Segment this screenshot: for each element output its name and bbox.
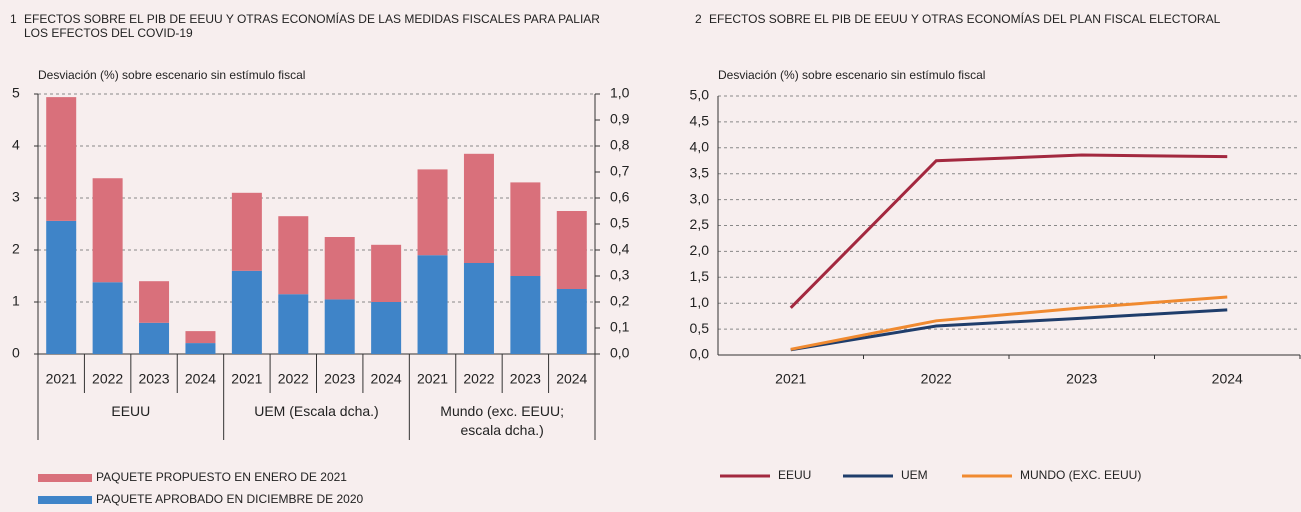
y2-tick-label: 1,0 (610, 85, 630, 101)
bar-segment (463, 263, 494, 354)
y2-tick-label: 0,1 (610, 319, 630, 335)
legend-swatch (38, 496, 92, 504)
y-tick-label: 4,5 (690, 113, 710, 129)
bar-segment (371, 302, 402, 354)
x-tick-label: 2021 (775, 371, 806, 387)
y-tick-label: 0,0 (690, 346, 710, 362)
bar-segment (278, 216, 309, 295)
bar-segment (139, 322, 170, 354)
x-tick-label: 2023 (324, 371, 355, 387)
bar-segment (46, 220, 77, 354)
chart-number: 1 (10, 12, 17, 26)
bar-segment (556, 211, 587, 289)
y2-tick-label: 0,0 (610, 345, 630, 361)
y2-tick-label: 0,7 (610, 163, 630, 179)
bar-segment (92, 282, 123, 354)
y-tick-label: 0 (12, 345, 20, 361)
x-tick-label: 2022 (92, 371, 123, 387)
x-tick-label: 2023 (510, 371, 541, 387)
bar-segment (231, 270, 262, 354)
x-tick-label: 2024 (371, 371, 402, 387)
x-tick-label: 2023 (138, 371, 169, 387)
y-tick-label: 2 (12, 241, 20, 257)
group-label: UEM (Escala dcha.) (254, 403, 379, 419)
bar-segment (92, 178, 123, 283)
x-tick-label: 2021 (417, 371, 448, 387)
bar-segment (139, 281, 170, 323)
x-tick-label: 2022 (278, 371, 309, 387)
group-label: Mundo (exc. EEUU; escala dcha.) (440, 403, 565, 438)
y2-tick-label: 0,6 (610, 189, 630, 205)
bar-segment (417, 255, 448, 354)
legend-label: EEUU (778, 468, 811, 482)
bar-segment (324, 299, 355, 354)
legend-swatch (38, 474, 92, 482)
y-tick-label: 0,5 (690, 320, 710, 336)
y-tick-label: 1,5 (690, 268, 710, 284)
legend-label: PAQUETE APROBADO EN DICIEMBRE DE 2020 (96, 492, 364, 506)
bar-segment (417, 169, 448, 256)
bar-segment (371, 244, 402, 302)
chart-title: EFECTOS SOBRE EL PIB DE EEUU Y OTRAS ECO… (709, 12, 1221, 26)
bar-segment (556, 289, 587, 354)
y2-tick-label: 0,2 (610, 293, 630, 309)
y2-tick-label: 0,5 (610, 215, 630, 231)
y-tick-label: 2,0 (690, 242, 710, 258)
legend-label: PAQUETE PROPUESTO EN ENERO DE 2021 (96, 470, 347, 484)
y2-tick-label: 0,9 (610, 111, 630, 127)
x-tick-label: 2024 (556, 371, 587, 387)
y-tick-label: 1 (12, 293, 20, 309)
y-tick-label: 5,0 (690, 87, 710, 103)
x-tick-label: 2022 (463, 371, 494, 387)
bar-segment (278, 294, 309, 354)
y-tick-label: 3,0 (690, 190, 710, 206)
bar-segment (510, 182, 541, 276)
y2-tick-label: 0,3 (610, 267, 630, 283)
y-tick-label: 3 (12, 189, 20, 205)
y-tick-label: 4,0 (690, 139, 710, 155)
bar-segment (46, 97, 77, 221)
bar-segment (231, 192, 262, 271)
x-tick-label: 2021 (231, 371, 262, 387)
x-tick-label: 2023 (1066, 371, 1097, 387)
x-tick-label: 2021 (46, 371, 77, 387)
y-tick-label: 2,5 (690, 216, 710, 232)
y-tick-label: 4 (12, 137, 20, 153)
group-label: EEUU (111, 403, 151, 419)
y2-tick-label: 0,4 (610, 241, 630, 257)
bar-segment (324, 237, 355, 300)
y-tick-label: 3,5 (690, 164, 710, 180)
bar-segment (463, 153, 494, 263)
legend-label: UEM (901, 468, 928, 482)
legend-label: MUNDO (EXC. EEUU) (1020, 468, 1141, 482)
y-tick-label: 5 (12, 85, 20, 101)
y-axis-label: Desviación (%) sobre escenario sin estím… (38, 68, 305, 82)
bar-segment (510, 276, 541, 354)
chart-title: EFECTOS SOBRE EL PIB DE EEUU Y OTRAS ECO… (24, 12, 600, 40)
x-tick-label: 2024 (1212, 371, 1243, 387)
y2-tick-label: 0,8 (610, 137, 630, 153)
bar-segment (185, 331, 216, 344)
line-series (790, 308, 1228, 352)
y-tick-label: 1,0 (690, 294, 710, 310)
y-axis-label: Desviación (%) sobre escenario sin estím… (718, 68, 985, 82)
line-series (789, 153, 1228, 309)
bar-segment (185, 343, 216, 354)
x-tick-label: 2024 (185, 371, 216, 387)
chart-number: 2 (695, 12, 702, 26)
line-series (790, 295, 1228, 351)
x-tick-label: 2022 (921, 371, 952, 387)
